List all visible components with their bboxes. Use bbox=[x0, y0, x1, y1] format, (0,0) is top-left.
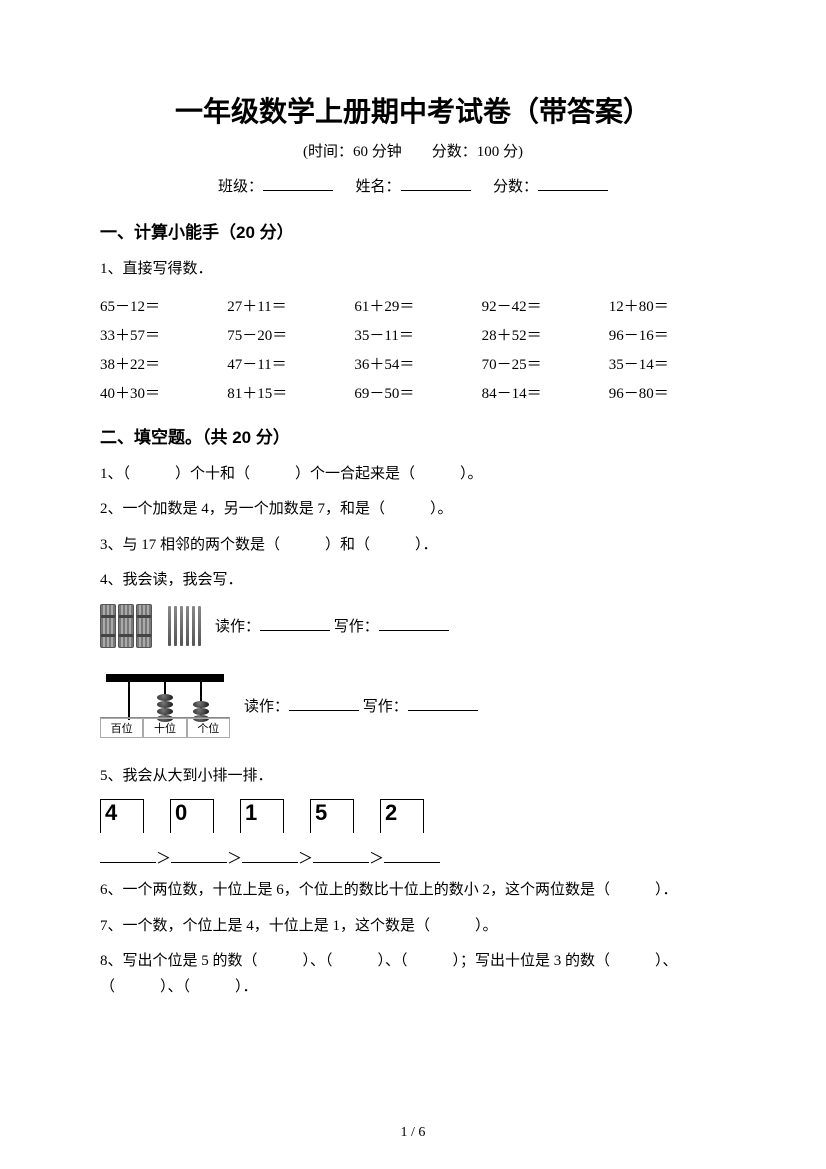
read-label: 读作： bbox=[244, 699, 289, 715]
write-blank bbox=[379, 617, 449, 631]
number-cards: 4 0 1 5 2 bbox=[100, 799, 726, 833]
read-write-1: 读作： 写作： bbox=[215, 615, 449, 636]
section2-q6: 6、一个两位数，十位上是 6，个位上的数比十位上的数小 2，这个两位数是（ ）． bbox=[100, 878, 726, 904]
calc-cell: 61＋29＝ bbox=[354, 295, 471, 316]
bundles-row: 读作： 写作： bbox=[100, 604, 726, 648]
calc-cell: 12＋80＝ bbox=[609, 295, 726, 316]
section2-q7: 7、一个数，个位上是 4，十位上是 1，这个数是（ ）。 bbox=[100, 914, 726, 940]
name-label: 姓名： bbox=[355, 179, 400, 195]
write-blank bbox=[408, 697, 478, 711]
calc-cell: 92－42＝ bbox=[482, 295, 599, 316]
section2-q3: 3、与 17 相邻的两个数是（ ）和（ ）． bbox=[100, 533, 726, 559]
page-title: 一年级数学上册期中考试卷（带答案） bbox=[100, 90, 726, 130]
abacus-row: 百位 十位 个位 读作： 写作： bbox=[100, 666, 726, 746]
calc-cell: 33＋57＝ bbox=[100, 324, 217, 345]
calc-cell: 40＋30＝ bbox=[100, 382, 217, 403]
subtitle: (时间：60 分钟 分数：100 分) bbox=[100, 140, 726, 161]
calc-cell: 47－11＝ bbox=[227, 353, 344, 374]
name-blank bbox=[401, 177, 471, 191]
number-card: 2 bbox=[380, 799, 424, 833]
calc-cell: 65－12＝ bbox=[100, 295, 217, 316]
section2-q8: 8、写出个位是 5 的数（ ）、（ ）、（ ）；写出十位是 3 的数（ ）、（ … bbox=[100, 949, 726, 1000]
calc-cell: 96－16＝ bbox=[609, 324, 726, 345]
read-label: 读作： bbox=[215, 619, 260, 635]
read-blank bbox=[289, 697, 359, 711]
abacus-label-tens: 十位 bbox=[143, 718, 186, 738]
calc-cell: 36＋54＝ bbox=[354, 353, 471, 374]
abacus-label-ones: 个位 bbox=[187, 718, 230, 738]
number-card: 5 bbox=[310, 799, 354, 833]
abacus-icon: 百位 十位 个位 bbox=[100, 666, 230, 746]
calc-cell: 35－11＝ bbox=[354, 324, 471, 345]
section2-q2: 2、一个加数是 4，另一个加数是 7，和是（ ）。 bbox=[100, 497, 726, 523]
calc-cell: 35－14＝ bbox=[609, 353, 726, 374]
calc-cell: 69－50＝ bbox=[354, 382, 471, 403]
bundles-icon bbox=[100, 604, 201, 648]
section2-q1: 1、（ ）个十和（ ）个一合起来是（ ）。 bbox=[100, 462, 726, 488]
number-card: 0 bbox=[170, 799, 214, 833]
number-card: 4 bbox=[100, 799, 144, 833]
calc-cell: 27＋11＝ bbox=[227, 295, 344, 316]
calc-cell: 38＋22＝ bbox=[100, 353, 217, 374]
page-number: 1 / 6 bbox=[0, 1125, 826, 1141]
calc-cell: 70－25＝ bbox=[482, 353, 599, 374]
class-blank bbox=[263, 177, 333, 191]
calc-cell: 28＋52＝ bbox=[482, 324, 599, 345]
section1-title: 一、计算小能手（20 分） bbox=[100, 218, 726, 243]
write-label: 写作： bbox=[334, 619, 379, 635]
compare-line: ＞＞＞＞ bbox=[100, 847, 726, 868]
write-label: 写作： bbox=[363, 699, 408, 715]
read-blank bbox=[260, 617, 330, 631]
section2-title: 二、填空题。（共 20 分） bbox=[100, 423, 726, 448]
section2-q5: 5、我会从大到小排一排． bbox=[100, 764, 726, 790]
calc-cell: 75－20＝ bbox=[227, 324, 344, 345]
calc-cell: 81＋15＝ bbox=[227, 382, 344, 403]
calc-grid: 65－12＝ 27＋11＝ 61＋29＝ 92－42＝ 12＋80＝ 33＋57… bbox=[100, 295, 726, 403]
class-label: 班级： bbox=[218, 179, 263, 195]
read-write-2: 读作： 写作： bbox=[244, 695, 478, 716]
calc-cell: 84－14＝ bbox=[482, 382, 599, 403]
abacus-label-hundreds: 百位 bbox=[100, 718, 143, 738]
score-blank bbox=[538, 177, 608, 191]
section2-q4: 4、我会读，我会写． bbox=[100, 568, 726, 594]
score-label: 分数： bbox=[493, 179, 538, 195]
section1-q1: 1、直接写得数． bbox=[100, 257, 726, 283]
info-line: 班级： 姓名： 分数： bbox=[100, 175, 726, 196]
number-card: 1 bbox=[240, 799, 284, 833]
calc-cell: 96－80＝ bbox=[609, 382, 726, 403]
